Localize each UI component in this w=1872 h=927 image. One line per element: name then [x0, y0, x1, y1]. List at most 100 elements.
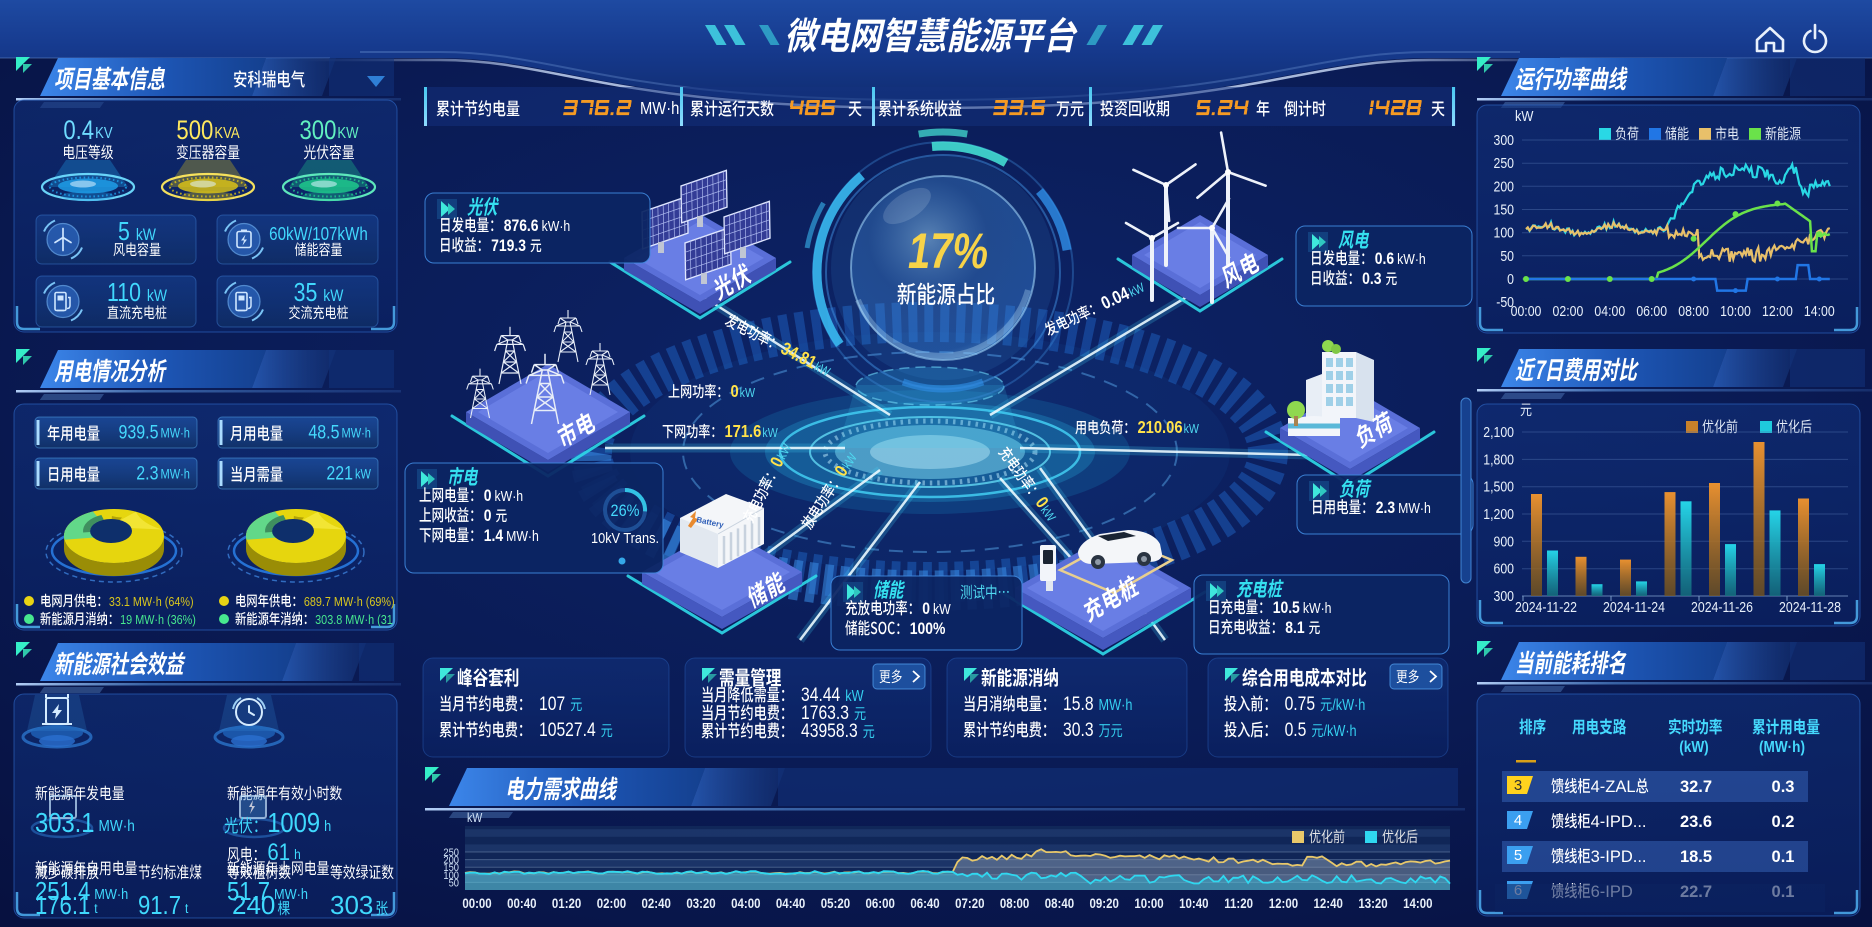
- svg-text:14:00: 14:00: [1804, 303, 1835, 319]
- svg-text:876.6: 876.6: [504, 217, 539, 236]
- svg-text:1,800: 1,800: [1483, 451, 1514, 467]
- svg-text:300: 300: [1493, 132, 1514, 148]
- svg-text:8.1: 8.1: [1285, 619, 1305, 638]
- svg-text:303.1: 303.1: [35, 806, 95, 838]
- svg-text:4: 4: [1514, 812, 1522, 829]
- svg-text:200: 200: [1493, 178, 1514, 194]
- svg-text:1009: 1009: [267, 806, 320, 838]
- svg-text:150: 150: [443, 863, 459, 875]
- svg-text:4-ZAL: 4-ZAL: [1591, 778, 1636, 796]
- svg-text:689.7 MW·h (69%): 689.7 MW·h (69%): [304, 594, 395, 609]
- svg-text:kW: kW: [774, 440, 795, 461]
- svg-text:02:00: 02:00: [597, 895, 626, 911]
- svg-text:2.3: 2.3: [1376, 499, 1396, 518]
- svg-text:0: 0: [922, 600, 930, 619]
- svg-text:100%: 100%: [910, 620, 946, 639]
- svg-text:MW·h: MW·h: [1398, 500, 1431, 516]
- svg-text:03:20: 03:20: [686, 895, 715, 911]
- svg-text:h: h: [324, 817, 331, 834]
- svg-text:2024-11-26: 2024-11-26: [1691, 599, 1753, 615]
- svg-text:09:20: 09:20: [1090, 895, 1119, 911]
- svg-text:kW: kW: [933, 601, 951, 617]
- svg-text:171.6: 171.6: [724, 422, 761, 442]
- svg-text:34.44: 34.44: [801, 683, 840, 705]
- svg-text:10527.4: 10527.4: [539, 718, 596, 740]
- svg-text:MW·h: MW·h: [1099, 697, 1133, 714]
- svg-text:2024-11-22: 2024-11-22: [1515, 599, 1577, 615]
- svg-text:23.6: 23.6: [1680, 813, 1712, 831]
- svg-text:00:40: 00:40: [507, 895, 536, 911]
- svg-text:900: 900: [1493, 533, 1514, 549]
- svg-text:06:00: 06:00: [866, 895, 895, 911]
- svg-text:kW·h: kW·h: [1397, 251, 1426, 267]
- svg-text:kW·h: kW·h: [1303, 600, 1332, 616]
- svg-text:0.2: 0.2: [1772, 813, 1795, 831]
- svg-text:0: 0: [730, 382, 738, 402]
- svg-text:kW·h: kW·h: [494, 488, 523, 504]
- svg-text:2024-11-24: 2024-11-24: [1603, 599, 1665, 615]
- svg-text:06:40: 06:40: [910, 895, 939, 911]
- svg-text:303: 303: [330, 890, 373, 920]
- svg-text:2,100: 2,100: [1483, 424, 1514, 440]
- svg-text:08:00: 08:00: [1678, 303, 1709, 319]
- svg-text:t: t: [94, 900, 98, 916]
- svg-text:719.3: 719.3: [491, 237, 526, 256]
- svg-text:07:20: 07:20: [955, 895, 984, 911]
- svg-text:50: 50: [1500, 248, 1514, 264]
- svg-text:/kW·h: /kW·h: [1332, 697, 1365, 714]
- svg-text:100: 100: [443, 870, 459, 882]
- svg-text:0.4: 0.4: [63, 116, 94, 146]
- svg-text:06:00: 06:00: [1636, 303, 1667, 319]
- svg-text:107: 107: [539, 692, 565, 714]
- svg-text:08:40: 08:40: [1045, 895, 1074, 911]
- svg-text:500: 500: [176, 116, 213, 146]
- svg-text:MW·h: MW·h: [506, 528, 539, 544]
- svg-text:0.75: 0.75: [1285, 692, 1316, 714]
- svg-text:02:40: 02:40: [642, 895, 671, 911]
- svg-text:02:00: 02:00: [1553, 303, 1584, 319]
- svg-text:30.3: 30.3: [1063, 718, 1094, 740]
- svg-text:43958.3: 43958.3: [801, 719, 858, 741]
- svg-text:61: 61: [267, 838, 290, 865]
- svg-text:0: 0: [1507, 271, 1514, 287]
- svg-text:50: 50: [449, 878, 460, 890]
- svg-text:MW·h: MW·h: [160, 425, 190, 440]
- svg-text:91.7: 91.7: [138, 891, 181, 920]
- svg-text:48.5: 48.5: [308, 421, 339, 443]
- svg-text:kW: kW: [812, 359, 833, 380]
- svg-text:0.5: 0.5: [1285, 718, 1307, 740]
- svg-text:150: 150: [1493, 201, 1514, 217]
- svg-text:(kW): (kW): [1679, 739, 1708, 756]
- svg-text:0: 0: [484, 487, 492, 506]
- svg-text:1,500: 1,500: [1483, 479, 1514, 495]
- svg-text:60kW/107kWh: 60kW/107kWh: [269, 224, 368, 245]
- svg-text:10:00: 10:00: [1720, 303, 1751, 319]
- svg-text:00:00: 00:00: [1511, 303, 1542, 319]
- svg-text:MW·h: MW·h: [640, 99, 679, 119]
- svg-text:300: 300: [299, 116, 336, 146]
- svg-text:11:20: 11:20: [1224, 895, 1253, 911]
- svg-text:kW: kW: [1515, 107, 1534, 124]
- svg-text:200: 200: [443, 855, 459, 867]
- svg-text:10kV Trans.: 10kV Trans.: [591, 529, 659, 546]
- svg-text:176.1: 176.1: [35, 891, 90, 920]
- svg-text:10:40: 10:40: [1179, 895, 1208, 911]
- svg-text:...: ...: [1633, 848, 1647, 866]
- svg-text:17%: 17%: [908, 223, 988, 279]
- svg-text:04:40: 04:40: [776, 895, 805, 911]
- svg-text:5: 5: [1514, 847, 1522, 864]
- svg-text:210.06: 210.06: [1137, 418, 1182, 438]
- svg-text:250: 250: [443, 847, 459, 859]
- svg-text:110: 110: [107, 278, 141, 308]
- svg-text:08:00: 08:00: [1000, 895, 1029, 911]
- svg-text:300: 300: [1493, 588, 1514, 604]
- svg-text:13:20: 13:20: [1358, 895, 1387, 911]
- svg-text:1,200: 1,200: [1483, 506, 1514, 522]
- svg-text:KV: KV: [95, 125, 113, 142]
- svg-text:kW: kW: [147, 287, 167, 306]
- svg-text:240: 240: [232, 890, 275, 920]
- svg-text:KW: KW: [337, 125, 358, 142]
- svg-text:19 MW·h (36%): 19 MW·h (36%): [120, 612, 196, 627]
- svg-text:0.3: 0.3: [1362, 270, 1382, 289]
- svg-text:-50: -50: [1496, 294, 1514, 310]
